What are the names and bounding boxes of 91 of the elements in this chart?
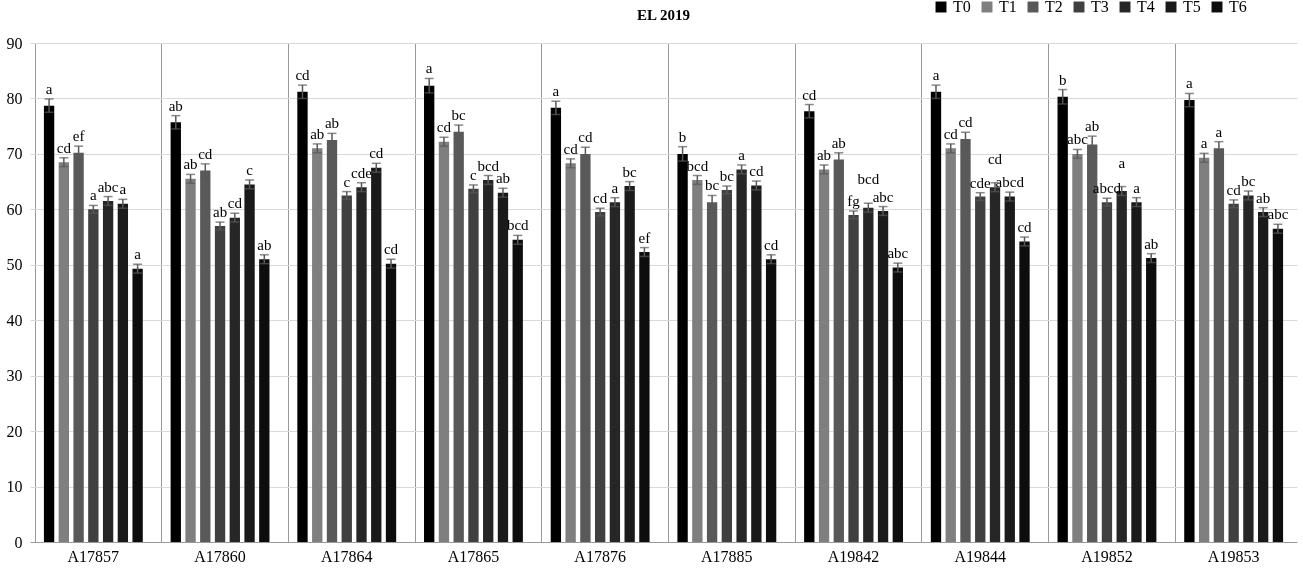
legend-label: T2 xyxy=(1045,0,1063,15)
data-label: cd xyxy=(56,139,72,156)
data-label: c xyxy=(343,173,351,190)
data-label: cd xyxy=(987,150,1003,167)
legend-label: T3 xyxy=(1091,0,1109,15)
data-label: cd xyxy=(383,241,399,258)
data-label: ab xyxy=(168,97,183,114)
data-label: ab xyxy=(1144,235,1159,252)
data-label: ab xyxy=(310,125,325,142)
data-label: a xyxy=(1133,179,1141,196)
data-label: cd xyxy=(198,145,213,162)
data-label: c xyxy=(470,166,478,183)
data-label: ef xyxy=(72,128,85,145)
data-label: a xyxy=(1215,123,1223,140)
data-label: cd xyxy=(295,67,311,84)
data-label: cd xyxy=(369,145,384,162)
data-label: ab xyxy=(1256,189,1271,206)
y-tick-label: 40 xyxy=(6,311,23,329)
data-label: a xyxy=(90,187,98,204)
data-label: cd xyxy=(1017,219,1033,236)
y-tick-label: 0 xyxy=(14,533,23,551)
data-label: ab xyxy=(212,204,228,221)
data-label: cd xyxy=(764,236,779,253)
data-label: a xyxy=(1118,154,1126,171)
data-label: cd xyxy=(943,125,959,142)
y-tick-label: 50 xyxy=(6,256,23,274)
y-tick-label: 80 xyxy=(6,89,23,107)
data-label: a xyxy=(425,60,433,77)
data-label: a xyxy=(932,67,940,84)
data-label: ab xyxy=(816,146,832,163)
data-label: cd xyxy=(1226,181,1242,198)
y-tick-label: 10 xyxy=(6,478,23,496)
data-label: cd xyxy=(436,119,452,136)
data-label: a xyxy=(134,246,142,263)
data-label: abc xyxy=(887,245,909,262)
legend-label: T0 xyxy=(953,0,971,15)
y-tick-label: 60 xyxy=(6,200,23,218)
data-label: ab xyxy=(831,134,846,151)
x-tick-label: A17860 xyxy=(194,547,246,565)
x-tick-label: A19844 xyxy=(954,547,1007,565)
x-tick-label: A17864 xyxy=(320,547,373,565)
data-label: cd xyxy=(593,190,608,207)
data-label: fg xyxy=(847,193,861,209)
chart-title: EL 2019 xyxy=(637,7,690,23)
data-label: ab xyxy=(183,156,198,173)
y-tick-label: 90 xyxy=(6,34,23,52)
x-tick-label: A19852 xyxy=(1081,547,1133,565)
data-label: ab xyxy=(1085,118,1100,135)
legend-label: T6 xyxy=(1229,0,1247,15)
data-label: bc xyxy=(622,163,638,180)
data-label: cd xyxy=(958,114,974,131)
data-label: cd xyxy=(563,140,579,157)
x-tick-label: A17857 xyxy=(67,547,120,565)
data-label: a xyxy=(1200,135,1208,152)
data-label: b xyxy=(678,128,687,145)
data-label: cd xyxy=(227,195,243,212)
data-label: ab xyxy=(324,115,340,132)
x-tick-label: A17865 xyxy=(447,547,500,565)
data-label: bc xyxy=(719,168,735,185)
data-label: a xyxy=(552,83,560,100)
data-label: bc xyxy=(705,177,720,194)
data-label: a xyxy=(738,146,746,163)
x-tick-label: A19842 xyxy=(827,547,880,565)
data-label: a xyxy=(119,181,127,198)
legend-label: T1 xyxy=(999,0,1017,15)
data-label: bc xyxy=(451,107,467,124)
data-label: cde xyxy=(969,174,991,191)
data-label: cd xyxy=(749,163,764,180)
data-label: abc xyxy=(1267,206,1289,223)
data-label: a xyxy=(45,81,53,97)
y-tick-label: 70 xyxy=(6,145,23,163)
legend-label: T4 xyxy=(1137,0,1155,15)
data-label: bcd xyxy=(857,171,880,188)
data-label: abc xyxy=(97,178,119,195)
data-label: cd xyxy=(802,86,817,103)
data-label: abcd xyxy=(995,174,1025,191)
x-tick-label: A17885 xyxy=(701,547,753,565)
data-label: abc xyxy=(872,188,894,205)
x-tick-label: A19853 xyxy=(1207,547,1260,565)
data-label: bc xyxy=(1241,173,1256,190)
y-tick-label: 30 xyxy=(6,367,23,385)
legend-label: T5 xyxy=(1183,0,1201,15)
data-label: cd xyxy=(578,129,593,146)
x-tick-label: A17876 xyxy=(574,547,626,565)
data-label: c xyxy=(246,161,254,178)
data-label: b xyxy=(1058,71,1067,88)
data-label: ab xyxy=(257,236,272,253)
data-label: ef xyxy=(638,229,651,246)
y-tick-label: 20 xyxy=(6,422,23,440)
data-label: a xyxy=(1186,75,1194,92)
data-label: a xyxy=(611,179,619,196)
